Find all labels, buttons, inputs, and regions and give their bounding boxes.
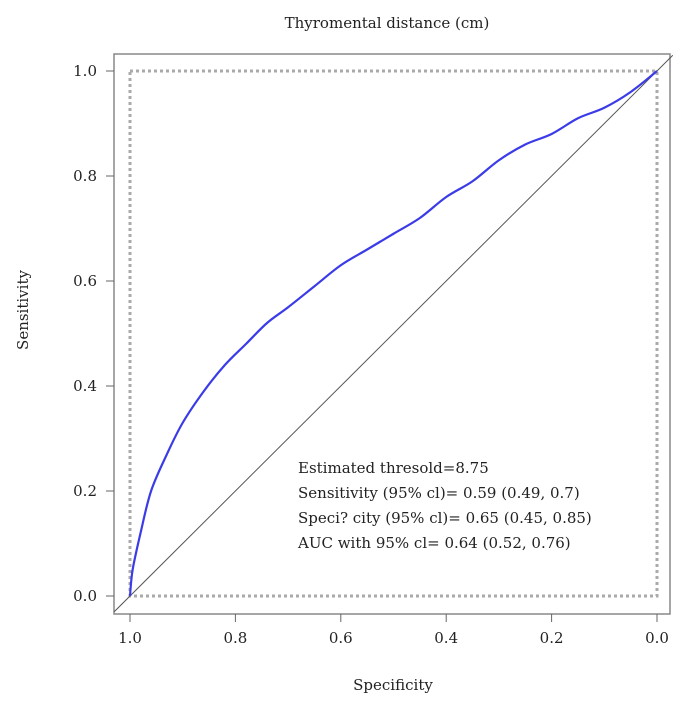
x-axis: 1.0 0.8 0.6 0.4 0.2 0.0 [118, 614, 669, 647]
chart-title: Thyromental distance (cm) [285, 14, 490, 32]
series-group [128, 70, 658, 597]
x-tick-label: 0.4 [434, 629, 458, 647]
y-tick-label: 0.6 [73, 272, 97, 290]
y-axis: 0.0 0.2 0.4 0.6 0.8 1.0 [73, 62, 114, 605]
plot-frame [113, 53, 671, 615]
y-tick-label: 0.0 [73, 587, 97, 605]
y-axis-label: Sensitivity [14, 270, 32, 350]
x-tick-label: 0.8 [223, 629, 247, 647]
y-tick-label: 0.4 [73, 377, 97, 395]
annotation-threshold: Estimated thresold=8.75 [298, 459, 489, 477]
reference-diagonal-line [113, 54, 673, 613]
y-tick-label: 1.0 [73, 62, 97, 80]
reference-line-group [113, 54, 673, 613]
annotation-specificity: Speci? city (95% cl)= 0.65 (0.45, 0.85) [298, 509, 592, 527]
annotation-auc: AUC with 95% cl= 0.64 (0.52, 0.76) [297, 534, 571, 552]
plot-inner-boundary [128, 69, 659, 598]
annotation-sensitivity: Sensitivity (95% cl)= 0.59 (0.49, 0.7) [298, 484, 580, 502]
y-tick-label: 0.2 [73, 482, 97, 500]
x-axis-label: Specificity [353, 676, 433, 694]
roc-curve-line [128, 70, 658, 597]
x-tick-label: 0.6 [329, 629, 353, 647]
x-tick-label: 0.0 [645, 629, 669, 647]
y-tick-label: 0.8 [73, 167, 97, 185]
x-tick-label: 1.0 [118, 629, 142, 647]
x-tick-label: 0.2 [540, 629, 564, 647]
